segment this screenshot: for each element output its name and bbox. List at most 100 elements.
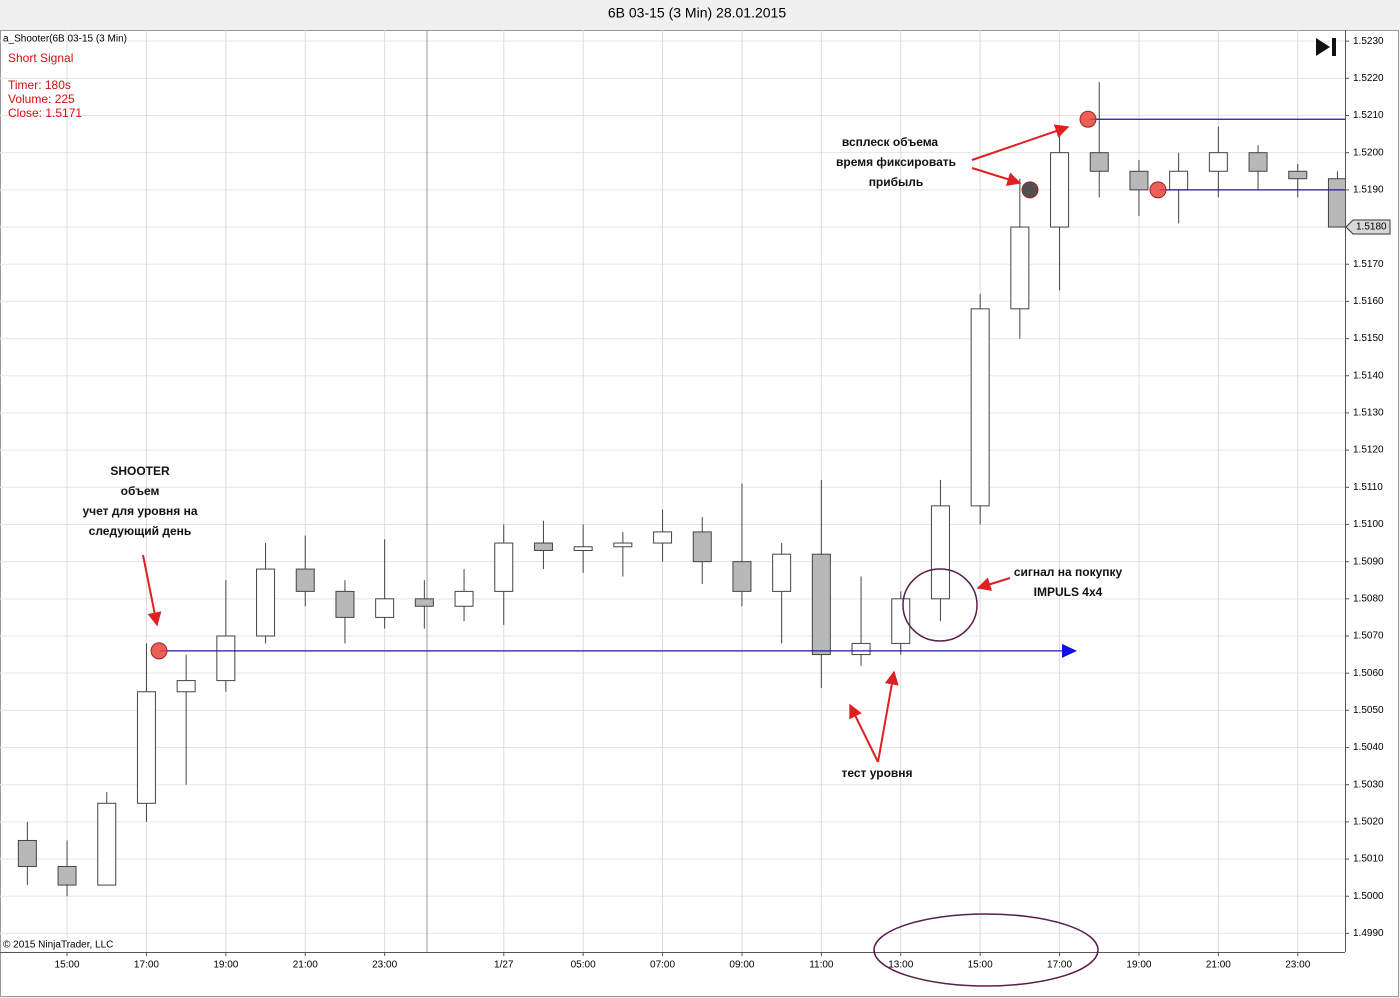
annotation: прибыль bbox=[869, 175, 924, 189]
axes-layer: 1.4990 1.5000 1.5010 1.5020 1.5030 1.5040 1.50… bbox=[55, 36, 1391, 971]
signal-text: Short Signal bbox=[8, 51, 73, 65]
y-tick-label: 1.5160 bbox=[1353, 296, 1384, 307]
x-tick-label: 19:00 bbox=[1126, 960, 1151, 971]
x-tick-label: 11:00 bbox=[809, 960, 834, 971]
candle-body bbox=[176, 680, 196, 693]
candle-body bbox=[454, 590, 474, 607]
y-tick-label: 1.5170 bbox=[1353, 259, 1384, 270]
y-tick-label: 1.5100 bbox=[1353, 519, 1384, 530]
y-tick-label: 1.5060 bbox=[1353, 668, 1384, 679]
chart-frame bbox=[0, 30, 1399, 997]
y-tick-label: 1.5140 bbox=[1353, 370, 1384, 381]
y-tick-label: 1.5080 bbox=[1353, 593, 1384, 604]
candle-body bbox=[17, 839, 37, 867]
x-tick-label: 21:00 bbox=[1206, 960, 1231, 971]
info-line: Close: 1.5171 bbox=[8, 106, 82, 120]
window-title: 6B 03-15 (3 Min) 28.01.2015 bbox=[608, 5, 786, 21]
candle-body bbox=[653, 531, 673, 544]
y-tick-label: 1.5040 bbox=[1353, 742, 1384, 753]
signal-marker bbox=[150, 642, 168, 660]
candle-body bbox=[891, 598, 911, 644]
candle-body bbox=[57, 865, 77, 886]
x-tick-label: 19:00 bbox=[213, 960, 238, 971]
candle-body bbox=[414, 598, 434, 607]
y-tick-label: 1.4990 bbox=[1353, 928, 1384, 939]
annotation: тест уровня bbox=[841, 766, 912, 780]
x-tick-label: 15:00 bbox=[55, 960, 80, 971]
candle-body bbox=[930, 505, 950, 600]
info-line: Timer: 180s bbox=[8, 78, 71, 92]
y-tick-label: 1.5230 bbox=[1353, 36, 1384, 47]
candle-body bbox=[1050, 152, 1070, 228]
candle-body bbox=[692, 531, 712, 563]
y-tick-label: 1.5210 bbox=[1353, 110, 1384, 121]
candle-body bbox=[1010, 226, 1030, 310]
annotation: объем bbox=[121, 484, 160, 498]
candle-body bbox=[375, 598, 395, 618]
x-tick-label: 21:00 bbox=[293, 960, 318, 971]
signal-marker bbox=[1021, 181, 1039, 199]
candle-body bbox=[216, 635, 236, 682]
candle-body bbox=[573, 546, 593, 551]
arrow bbox=[976, 577, 1011, 591]
x-tick-label: 17:00 bbox=[1047, 960, 1072, 971]
arrow bbox=[849, 703, 879, 763]
candle-body bbox=[970, 308, 990, 507]
candle-body bbox=[1129, 170, 1149, 191]
highlight-ellipse bbox=[902, 568, 978, 642]
annotation: всплеск объема bbox=[842, 135, 939, 149]
candle-body bbox=[1288, 170, 1308, 180]
candle-body bbox=[136, 691, 156, 804]
candle-body bbox=[1208, 152, 1228, 172]
indicator-label: a_Shooter(6B 03-15 (3 Min) bbox=[3, 34, 127, 45]
last-price-box bbox=[1345, 219, 1391, 235]
arrow bbox=[971, 167, 1022, 186]
candle-body bbox=[732, 561, 752, 592]
y-tick-label: 1.5150 bbox=[1353, 333, 1384, 344]
candle-body bbox=[335, 590, 355, 618]
annotation: учет для уровня на bbox=[82, 504, 197, 518]
annotation-layer: SHOOTER объем учет для уровня на следующий … bbox=[82, 135, 1122, 780]
x-tick-label: 09:00 bbox=[729, 960, 754, 971]
y-tick-label: 1.5030 bbox=[1353, 779, 1384, 790]
candle-body bbox=[533, 542, 553, 551]
x-tick-label: 05:00 bbox=[571, 960, 596, 971]
candle-body bbox=[1089, 152, 1109, 172]
annotation: сигнал на покупку bbox=[1014, 565, 1123, 579]
y-tick-label: 1.5000 bbox=[1353, 891, 1384, 902]
candle-body bbox=[256, 568, 276, 637]
y-tick-label: 1.5010 bbox=[1353, 854, 1384, 865]
play-button[interactable] bbox=[1316, 38, 1336, 56]
arrow bbox=[142, 554, 162, 627]
y-tick-label: 1.5090 bbox=[1353, 556, 1384, 567]
arrow bbox=[877, 670, 899, 763]
annotation: время фиксировать bbox=[836, 155, 956, 169]
copyright: © 2015 NinjaTrader, LLC bbox=[3, 940, 113, 951]
y-tick-label: 1.5120 bbox=[1353, 445, 1384, 456]
candle-body bbox=[494, 542, 514, 592]
candle-body bbox=[1248, 152, 1268, 172]
signal-marker bbox=[1079, 110, 1097, 128]
arrows bbox=[142, 124, 1070, 763]
annotation: SHOOTER bbox=[110, 464, 170, 478]
x-tick-label: 1/27 bbox=[494, 960, 514, 971]
candle-body bbox=[772, 553, 792, 592]
y-tick-label: 1.5050 bbox=[1353, 705, 1384, 716]
y-tick-label: 1.5130 bbox=[1353, 408, 1384, 419]
info-line: Volume: 225 bbox=[8, 92, 75, 106]
annotation: IMPULS 4x4 bbox=[1034, 585, 1103, 599]
candle-body bbox=[613, 542, 633, 548]
level-arrow bbox=[1062, 643, 1077, 658]
candle-body bbox=[295, 568, 315, 592]
x-tick-label: 17:00 bbox=[134, 960, 159, 971]
x-tick-label: 23:00 bbox=[372, 960, 397, 971]
x-tick-label: 15:00 bbox=[968, 960, 993, 971]
x-tick-label: 13:00 bbox=[888, 960, 913, 971]
last-price-label: 1.5180 bbox=[1356, 222, 1387, 233]
signal-marker bbox=[1149, 181, 1167, 199]
candle-body bbox=[851, 642, 871, 656]
plot-area bbox=[17, 82, 1345, 897]
y-tick-label: 1.5020 bbox=[1353, 817, 1384, 828]
